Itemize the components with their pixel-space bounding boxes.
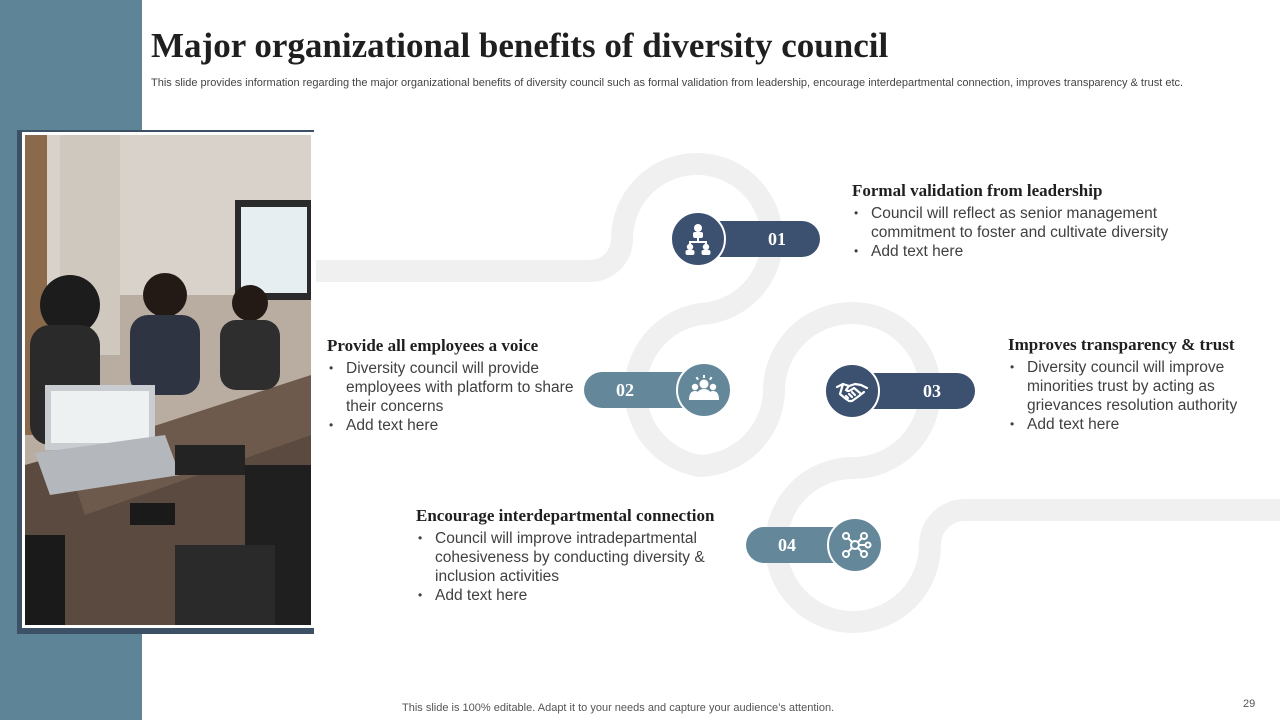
benefit-heading-03: Improves transparency & trust	[1008, 335, 1235, 354]
benefit-heading-04: Encourage interdepartmental connection	[416, 506, 715, 525]
benefit-heading-01: Formal validation from leadership	[852, 181, 1103, 200]
meeting-photo	[22, 132, 314, 628]
benefit-bullet-03-2: Add text here	[1008, 415, 1273, 434]
benefit-block-01: Formal validation from leadership Counci…	[852, 181, 1172, 261]
benefit-bullet-02-1: Diversity council will provide employees…	[327, 359, 592, 416]
benefit-bullet-01-2: Add text here	[852, 242, 1172, 261]
team-group-icon	[676, 362, 732, 418]
benefit-bullet-02-2: Add text here	[327, 416, 592, 435]
page-number: 29	[1243, 698, 1256, 710]
benefit-block-02: Provide all employees a voice Diversity …	[327, 336, 592, 435]
benefit-block-03: Improves transparency & trust Diversity …	[1008, 335, 1273, 434]
slide-title: Major organizational benefits of diversi…	[151, 26, 889, 65]
benefit-block-04: Encourage interdepartmental connection C…	[416, 506, 736, 605]
benefit-bullet-04-1: Council will improve intradepartmental c…	[416, 529, 736, 586]
benefit-bullet-03-1: Diversity council will improve minoritie…	[1008, 358, 1273, 415]
benefit-bullet-01-1: Council will reflect as senior managemen…	[852, 204, 1172, 242]
network-icon	[827, 517, 883, 573]
benefit-bullet-04-2: Add text here	[416, 586, 736, 605]
slide-footer: This slide is 100% editable. Adapt it to…	[402, 702, 835, 714]
org-chart-icon	[670, 211, 726, 267]
handshake-icon	[824, 363, 880, 419]
slide-subtitle: This slide provides information regardin…	[151, 77, 1184, 89]
benefit-heading-02: Provide all employees a voice	[327, 336, 539, 355]
